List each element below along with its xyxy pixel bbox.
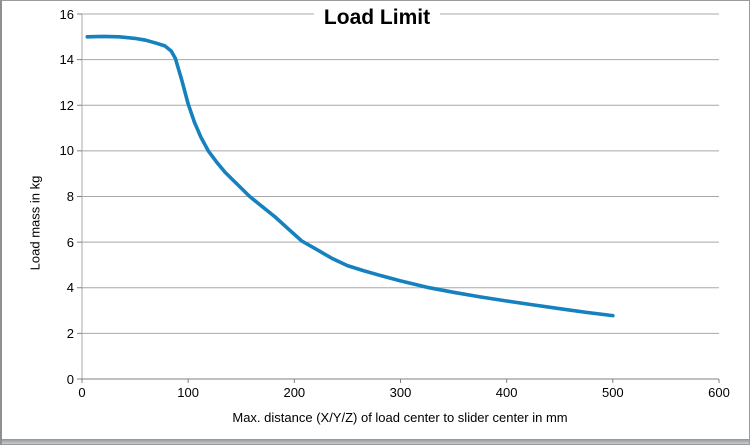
y-tick-label: 14 [59,52,74,68]
y-tick-label: 4 [66,280,74,296]
x-tick-label: 100 [177,385,199,400]
x-tick-label: 200 [283,385,306,400]
x-axis-title: Max. distance (X/Y/Z) of load center to … [232,410,568,425]
chart-title: Load Limit [313,6,441,30]
y-tick-label: 8 [66,189,74,204]
x-tick-label: 0 [78,385,86,400]
y-tick-label: 2 [66,325,74,341]
x-tick-label: 400 [495,385,518,400]
y-tick-label: 0 [66,371,74,387]
x-tick-label: 600 [708,385,730,400]
x-tick-label: 500 [601,385,624,400]
y-tick-label: 6 [66,234,74,250]
y-tick-label: 16 [59,6,74,22]
frame-bottom-edge [2,439,749,444]
x-tick-label: 300 [389,385,412,400]
load-curve [85,34,615,318]
y-tick-label: 10 [59,143,74,159]
y-axis-title: Load mass in kg [27,175,43,271]
y-tick-label: 12 [59,97,74,113]
